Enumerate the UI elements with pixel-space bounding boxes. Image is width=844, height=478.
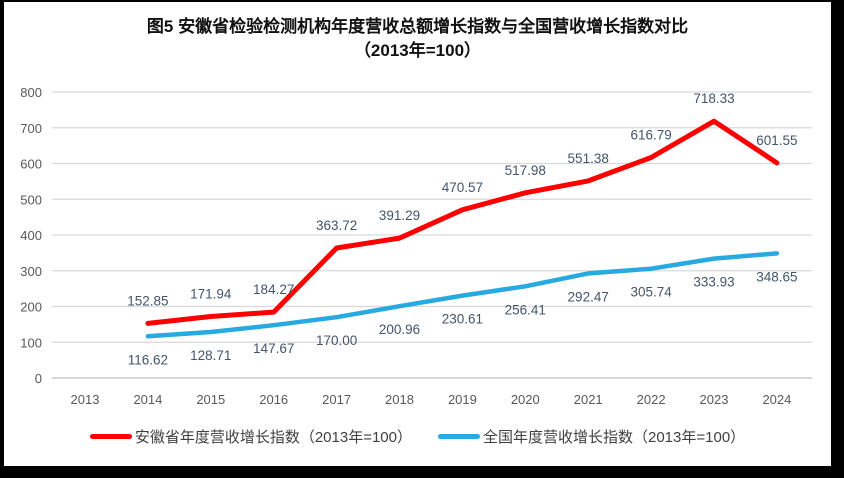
data-label-anhui: 616.79 (630, 127, 671, 142)
y-tick-label: 700 (20, 121, 42, 136)
chart-title: 图5 安徽省检验检测机构年度营收总额增长指数与全国营收增长指数对比 （2013年… (4, 15, 831, 63)
y-tick-label: 400 (20, 228, 42, 243)
data-label-national: 230.61 (442, 312, 483, 327)
data-label-national: 348.65 (756, 269, 797, 284)
data-label-anhui: 470.57 (442, 180, 483, 195)
data-label-anhui: 391.29 (379, 208, 420, 223)
y-tick-label: 300 (20, 264, 42, 279)
legend-item-anhui: 安徽省年度营收增长指数（2013年=100） (89, 426, 412, 447)
data-label-anhui: 517.98 (505, 163, 546, 178)
data-label-anhui: 171.94 (190, 287, 232, 302)
legend-line-anhui-icon (89, 434, 132, 439)
y-tick-label: 0 (35, 371, 42, 386)
x-tick-label: 2020 (511, 392, 540, 407)
data-label-anhui: 152.85 (127, 293, 168, 308)
series-line-anhui (145, 118, 780, 326)
data-label-national: 147.67 (253, 341, 294, 356)
x-tick-label: 2022 (637, 392, 666, 407)
y-tick-label: 600 (20, 157, 42, 172)
data-label-national: 256.41 (505, 302, 546, 317)
x-tick-label: 2021 (574, 392, 603, 407)
data-label-anhui: 601.55 (756, 133, 797, 148)
chart-title-line2: （2013年=100） (353, 41, 482, 60)
data-label-national: 333.93 (693, 275, 734, 290)
x-tick-label: 2016 (259, 392, 288, 407)
data-label-national: 116.62 (128, 352, 168, 367)
data-label-anhui: 718.33 (693, 91, 734, 106)
legend-label-anhui: 安徽省年度营收增长指数（2013年=100） (134, 429, 412, 446)
data-label-national: 305.74 (630, 285, 672, 300)
data-label-national: 292.47 (568, 289, 609, 304)
data-label-national: 128.71 (190, 348, 231, 363)
x-tick-label: 2015 (196, 392, 225, 407)
y-tick-label: 500 (20, 192, 42, 207)
data-label-national: 200.96 (379, 322, 420, 337)
y-tick-label: 100 (20, 335, 42, 350)
chart-title-line1: 图5 安徽省检验检测机构年度营收总额增长指数与全国营收增长指数对比 (146, 17, 689, 36)
x-tick-label: 2024 (762, 392, 791, 407)
data-label-anhui: 551.38 (568, 151, 609, 166)
y-tick-label: 800 (20, 85, 42, 100)
x-tick-label: 2013 (71, 392, 100, 407)
x-tick-label: 2018 (385, 392, 414, 407)
data-label-anhui: 363.72 (316, 218, 357, 233)
x-tick-label: 2017 (322, 392, 351, 407)
chart-legend: 安徽省年度营收增长指数（2013年=100） 全国年度营收增长指数（2013年=… (4, 426, 831, 447)
x-tick-label: 2014 (133, 392, 162, 407)
x-tick-label: 2023 (700, 392, 729, 407)
line-chart: 0 100 200 300 400 500 600 700 800 2013 2014 2015 201… (20, 85, 812, 407)
data-label-anhui: 184.27 (253, 282, 294, 297)
x-tick-label: 2019 (448, 392, 477, 407)
y-tick-label: 200 (20, 300, 42, 315)
data-label-national: 170.00 (316, 333, 357, 348)
series-line-national (145, 251, 780, 339)
legend-label-national: 全国年度营收增长指数（2013年=100） (483, 429, 746, 446)
legend-item-national: 全国年度营收增长指数（2013年=100） (438, 426, 745, 447)
legend-line-national-icon (438, 434, 480, 439)
